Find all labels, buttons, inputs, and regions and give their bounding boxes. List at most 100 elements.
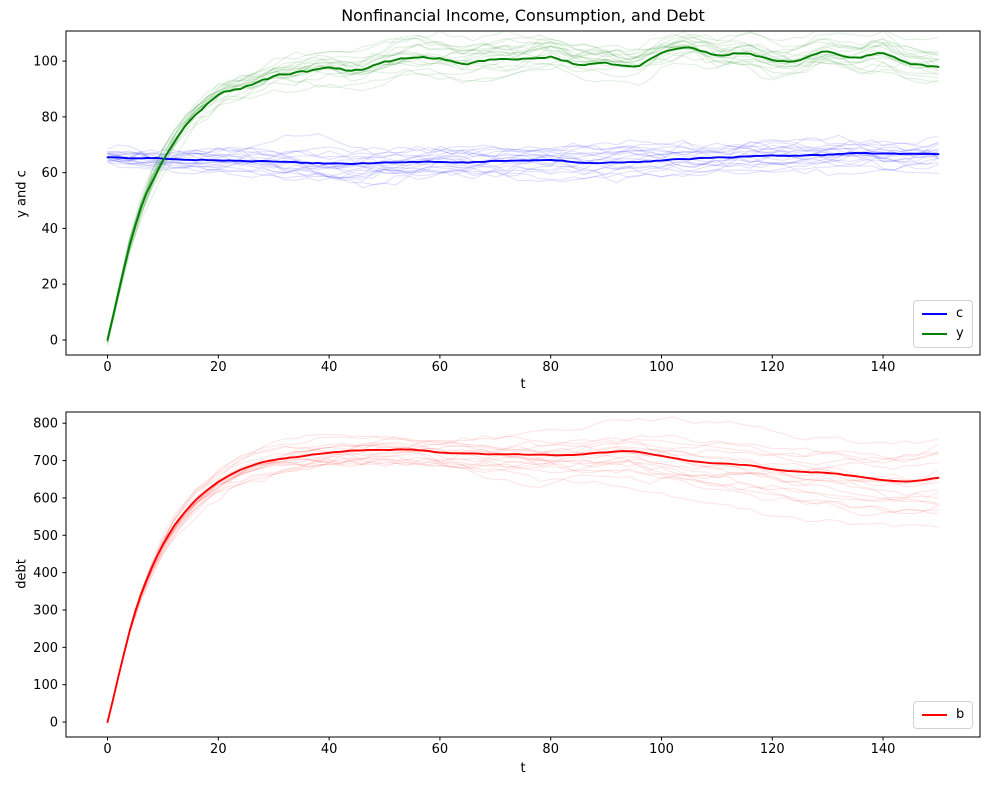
x-tick-label: 20 [210, 742, 227, 757]
x-tick-label: 40 [321, 742, 338, 757]
y-tick-label: 0 [50, 716, 58, 731]
ensemble-path-b [106, 453, 939, 723]
ensemble-path-b [106, 416, 939, 723]
y-tick-label: 20 [41, 278, 58, 293]
ensemble-path-b [106, 435, 939, 723]
ensemble-path-y [106, 31, 939, 340]
ensemble-path-y [106, 32, 939, 339]
ensemble-path-c [107, 152, 939, 186]
ensemble-path-y [106, 37, 939, 338]
ensemble-path-b [106, 456, 939, 723]
y-tick-label: 700 [33, 454, 58, 469]
x-tick-label: 140 [871, 742, 896, 757]
ensemble-path-y [106, 51, 939, 341]
y-tick-label: 60 [41, 166, 58, 181]
mean-line-y [106, 46, 940, 341]
x-tick-label: 20 [210, 360, 227, 375]
top-xaxis-label: t [520, 377, 526, 392]
x-tick-label: 80 [542, 360, 559, 375]
x-tick-label: 140 [871, 360, 896, 375]
legend-entry-c: c [922, 306, 964, 322]
legend-top: c y [913, 300, 973, 348]
legend-line-c-icon [922, 313, 947, 315]
ensemble-path-c [107, 133, 939, 162]
ensemble-path-y [106, 40, 939, 343]
ensemble-path-b [106, 444, 939, 723]
y-tick-label: 80 [41, 110, 58, 125]
ensemble-path-y [106, 40, 939, 340]
y-tick-label: 800 [33, 417, 58, 432]
ensemble-path-c [107, 145, 939, 165]
x-tick-label: 80 [542, 742, 559, 757]
y-tick-label: 100 [33, 55, 58, 70]
ensemble-path-b [106, 452, 939, 723]
x-tick-label: 100 [649, 360, 674, 375]
ensemble-path-b [106, 435, 939, 723]
x-tick-label: 60 [432, 360, 449, 375]
legend-line-y-icon [922, 333, 947, 335]
ensemble-path-b [106, 458, 939, 723]
legend-label-y: y [956, 326, 964, 341]
ensemble-path-b [106, 448, 939, 723]
x-tick-label: 40 [321, 360, 338, 375]
ensemble-path-y [106, 59, 939, 342]
y-tick-label: 500 [33, 529, 58, 544]
y-tick-label: 100 [33, 678, 58, 693]
legend-label-b: b [956, 707, 965, 722]
ensemble-path-c [107, 139, 939, 173]
ensemble-path-y [106, 44, 939, 341]
y-tick-label: 400 [33, 566, 58, 581]
ensemble-path-y [106, 37, 939, 345]
ensemble-path-b [106, 441, 939, 723]
ensemble-path-b [106, 434, 939, 723]
x-tick-label: 0 [103, 742, 111, 757]
mean-line-c [106, 152, 940, 165]
x-tick-label: 100 [649, 742, 674, 757]
ensemble-path-b [106, 444, 939, 723]
ensemble-path-b [106, 441, 939, 723]
ensemble-path-b [106, 458, 939, 723]
figure-title: Nonfinancial Income, Consumption, and De… [341, 6, 705, 25]
legend-entry-b: b [922, 707, 964, 723]
ensemble-path-y [106, 40, 939, 336]
y-tick-label: 200 [33, 641, 58, 656]
plot-area-1 [106, 416, 940, 724]
axes-frame-0 [65, 30, 981, 356]
ensemble-path-y [106, 45, 939, 340]
ensemble-path-c [107, 139, 939, 171]
mean-line-b [106, 448, 940, 724]
ensemble-path-y [106, 42, 939, 343]
ensemble-path-c [107, 144, 939, 179]
ensemble-path-y [106, 31, 939, 346]
ensemble-path-c [107, 149, 939, 178]
legend-entry-y: y [922, 326, 964, 342]
ensemble-path-y [106, 31, 939, 343]
x-tick-label: 120 [760, 742, 785, 757]
legend-bottom: b [913, 701, 974, 729]
ensemble-path-y [106, 33, 939, 340]
ensemble-path-c [107, 140, 939, 174]
x-tick-label: 60 [432, 742, 449, 757]
bottom-xaxis-label: t [520, 761, 526, 776]
legend-label-c: c [956, 306, 964, 321]
plot-area-0 [106, 31, 940, 346]
ensemble-path-b [106, 446, 939, 723]
ensemble-path-b [106, 447, 939, 723]
ensemble-path-c [107, 135, 939, 174]
ensemble-path-c [107, 149, 939, 180]
ensemble-path-c [107, 144, 939, 182]
legend-line-b-icon [922, 714, 947, 716]
y-tick-label: 40 [41, 222, 58, 237]
y-tick-label: 300 [33, 603, 58, 618]
ensemble-path-b [106, 441, 939, 723]
x-tick-label: 0 [103, 360, 111, 375]
y-tick-label: 0 [50, 333, 58, 348]
ensemble-path-b [106, 459, 939, 723]
ensemble-path-b [106, 454, 939, 723]
ensemble-path-y [106, 40, 939, 341]
ensemble-path-c [107, 137, 939, 160]
ensemble-path-c [107, 134, 939, 162]
ensemble-path-y [106, 38, 939, 341]
